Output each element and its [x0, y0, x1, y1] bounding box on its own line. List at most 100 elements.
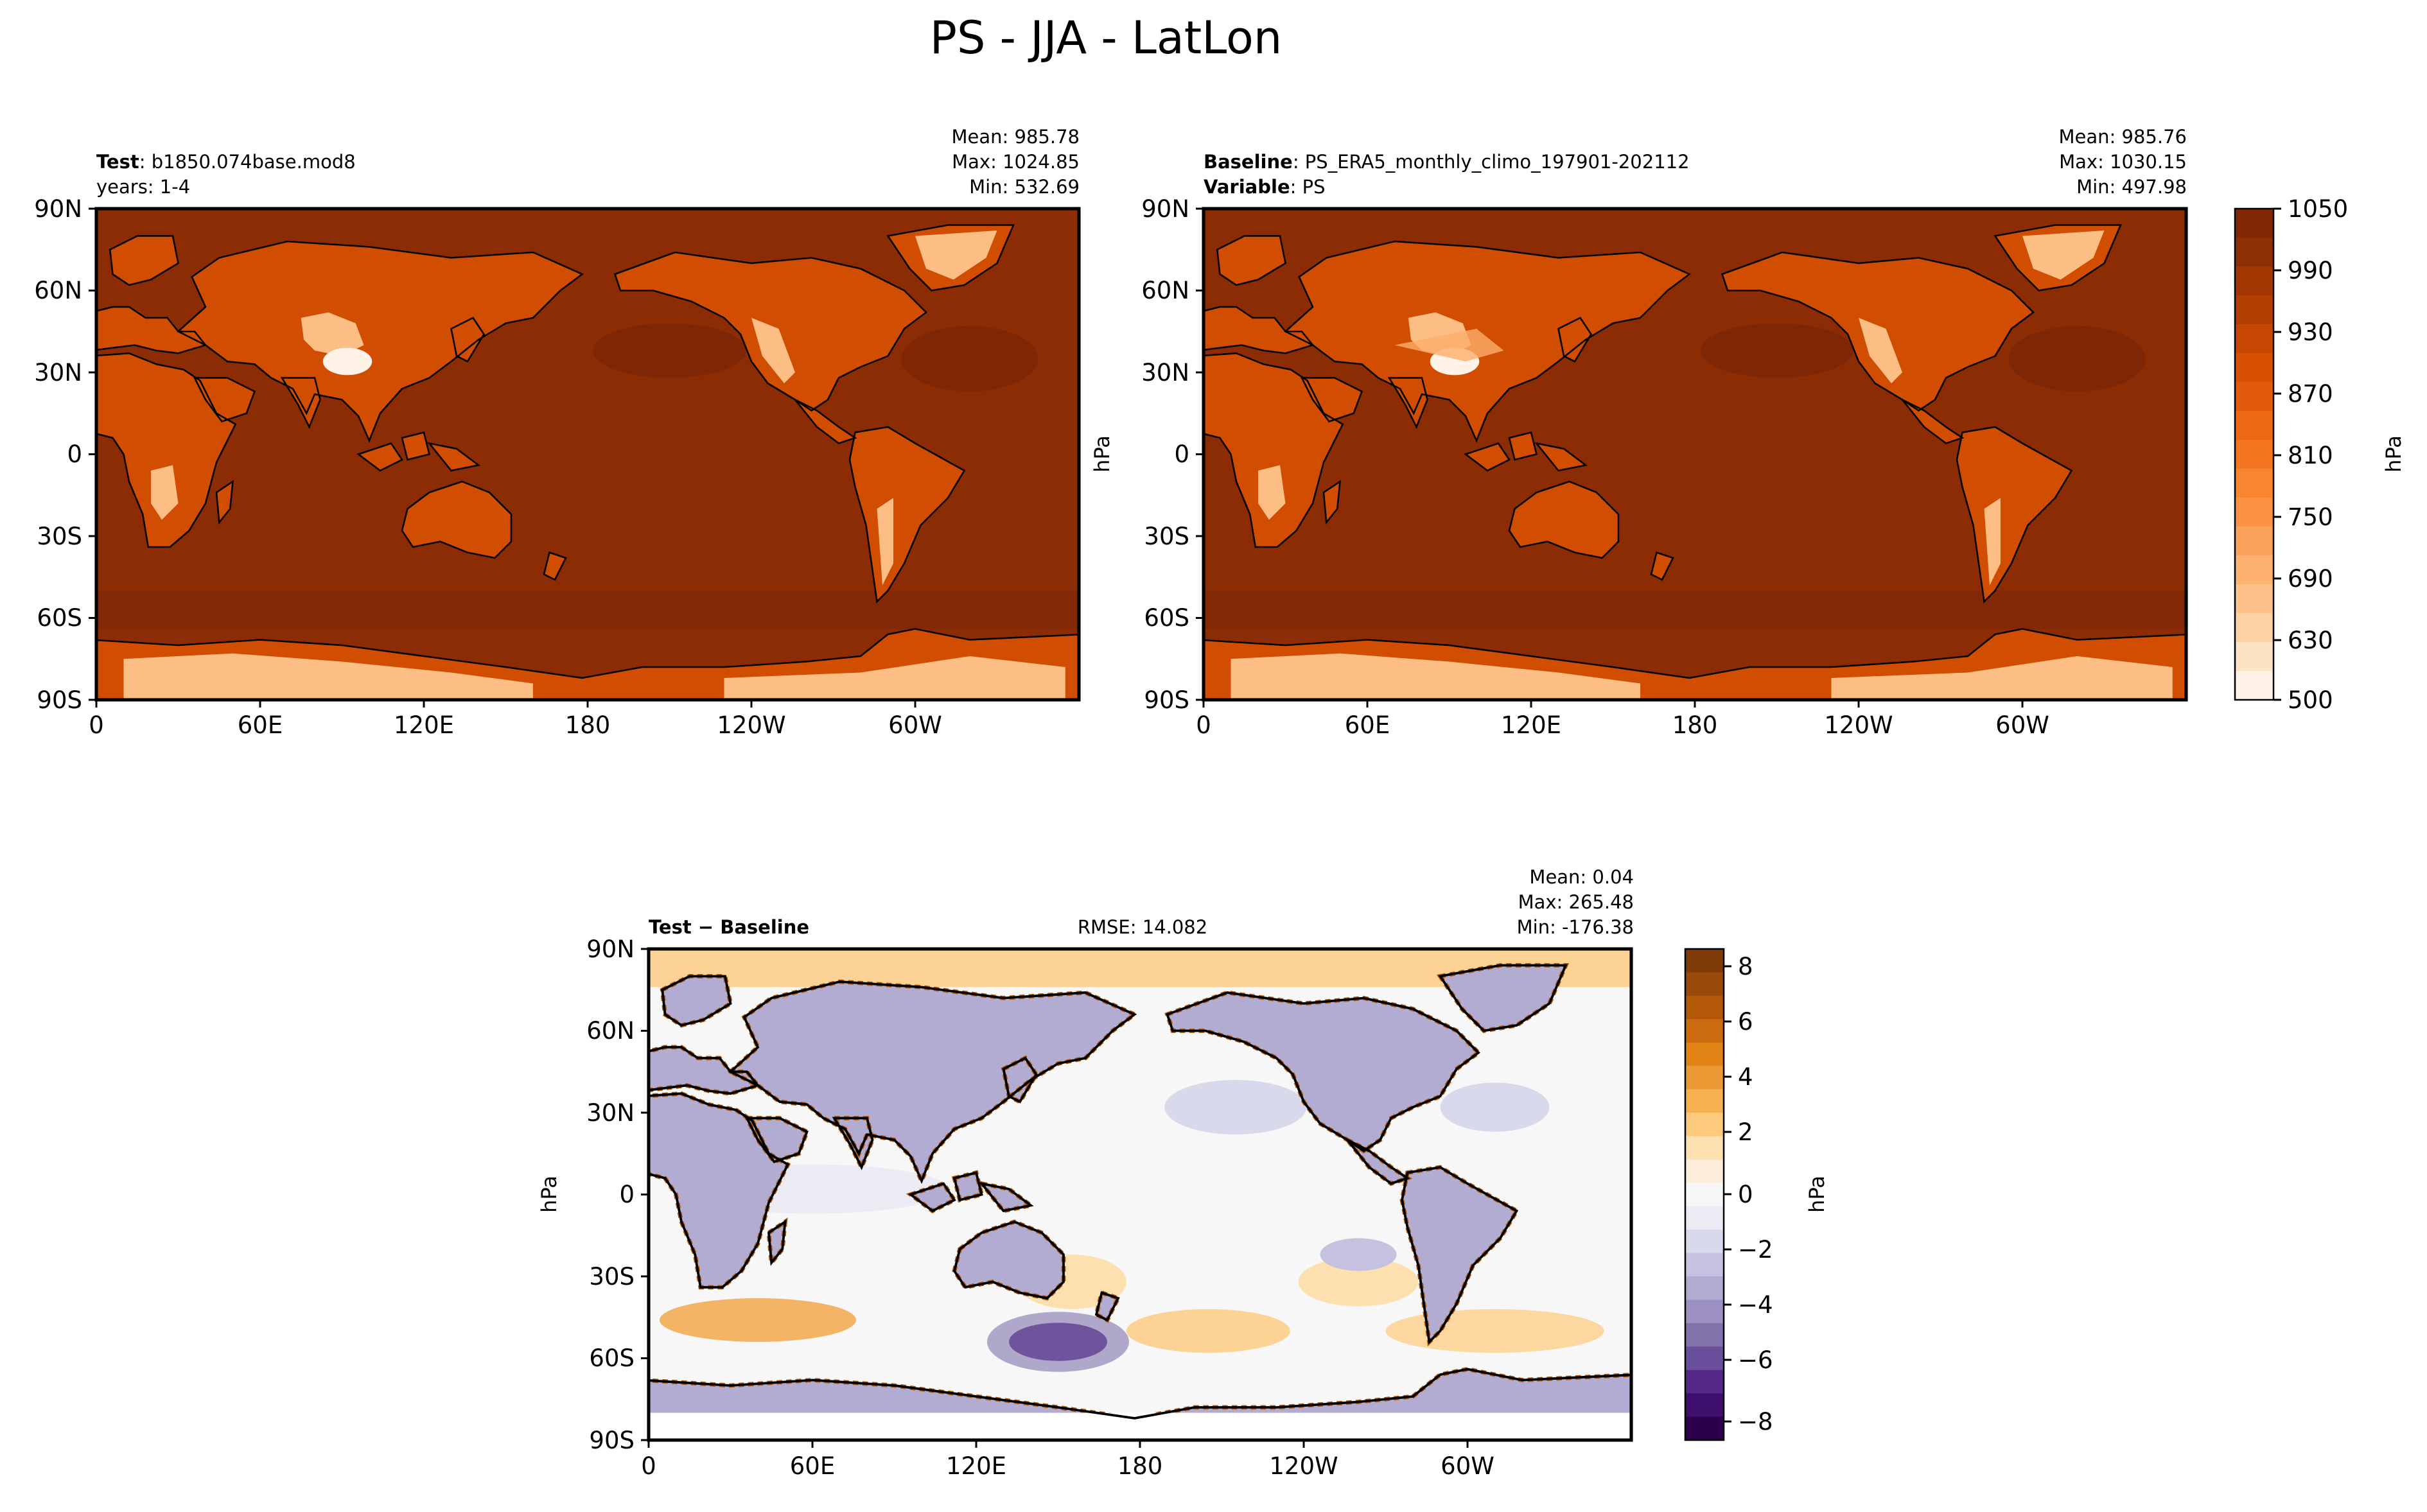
diff-xtick: 120E [946, 1452, 1006, 1480]
diff-xtick: 0 [641, 1452, 656, 1480]
colorbar-ps-swatch [2235, 555, 2274, 585]
colorbar-ps-swatch [2235, 526, 2274, 556]
colorbar-ps-tick: 870 [2288, 380, 2333, 408]
baseline-xtick: 60W [1995, 711, 2049, 739]
colorbar-diff-swatch [1685, 1369, 1724, 1394]
colorbar-ps-swatch [2235, 469, 2274, 498]
colorbar-diff-swatch [1685, 1019, 1724, 1043]
variable-label-rest: : PS [1290, 176, 1326, 198]
colorbar-ps-swatch [2235, 209, 2274, 238]
colorbar-diff-swatch [1685, 1089, 1724, 1113]
test-stat-min: Min: 532.69 [969, 176, 1080, 198]
panel-test: Test: b1850.074base.mod8 years: 1-4 Mean… [34, 126, 1081, 739]
test-xtick: 180 [565, 711, 611, 739]
test-ytick: 30S [37, 523, 82, 550]
colorbar-diff-swatch [1685, 1393, 1724, 1418]
variable-label-bold: Variable [1204, 176, 1290, 198]
test-xtick: 60E [238, 711, 283, 739]
colorbar-ps-tick: 750 [2288, 503, 2333, 531]
colorbar-ps-swatch [2235, 353, 2274, 383]
colorbar-ps-swatch [2235, 411, 2274, 440]
baseline-xtick: 180 [1672, 711, 1718, 739]
colorbar-ps-swatches [2235, 209, 2274, 700]
colorbar-diff-swatch [1685, 1042, 1724, 1066]
diff-map [647, 947, 1633, 1442]
colorbar-ps-swatch [2235, 324, 2274, 354]
diff-stat-min: Min: -176.38 [1517, 916, 1634, 938]
colorbar-ps-label: hPa [2381, 435, 2406, 473]
baseline-ytick: 30N [1141, 359, 1189, 387]
test-axis-x: 0 60E 120E 180 120W 60W [89, 700, 942, 739]
baseline-label-bold: Baseline [1204, 151, 1293, 173]
baseline-xtick: 60E [1345, 711, 1390, 739]
test-xtick: 120W [717, 711, 785, 739]
test-stat-mean: Mean: 985.78 [952, 126, 1080, 148]
colorbar-diff-tick: 6 [1738, 1008, 1753, 1036]
colorbar-diff-swatch [1685, 995, 1724, 1020]
baseline-xtick: 120W [1824, 711, 1893, 739]
colorbar-diff-swatch [1685, 972, 1724, 996]
test-map [94, 207, 1081, 702]
colorbar-diff-swatch [1685, 1416, 1724, 1441]
rmse-label: RMSE: 14.082 [1078, 916, 1207, 938]
baseline-ytick: 60N [1141, 277, 1189, 304]
colorbar-diff-swatch [1685, 1253, 1724, 1277]
colorbar-diff-tick: −4 [1738, 1291, 1773, 1319]
svg-text:Variable: PS: Variable: PS [1204, 176, 1326, 198]
panel-baseline: Baseline: PS_ERA5_monthly_climo_197901-2… [1090, 126, 2188, 739]
panel-diff: Test − Baseline RMSE: 14.082 Mean: 0.04 … [537, 866, 1634, 1480]
panel-diff-labels: Test − Baseline RMSE: 14.082 Mean: 0.04 … [537, 866, 1634, 1213]
baseline-stat-max: Max: 1030.15 [2059, 151, 2187, 173]
colorbar-diff-swatch [1685, 1136, 1724, 1160]
colorbar-diff-swatch [1685, 1159, 1724, 1183]
test-stat-max: Max: 1024.85 [952, 151, 1080, 173]
baseline-ytick: 0 [1174, 440, 1189, 468]
baseline-stat-min: Min: 497.98 [2076, 176, 2187, 198]
test-xtick: 0 [89, 711, 104, 739]
colorbar-ps-swatch [2235, 584, 2274, 614]
colorbar-diff-swatch [1685, 1206, 1724, 1230]
baseline-axis-y: 90N 60N 30N 0 30S 60S 90S [1141, 195, 1204, 714]
baseline-map [1202, 207, 2188, 702]
colorbar-diff-tick: 2 [1738, 1118, 1753, 1146]
diff-ytick: 60N [586, 1017, 635, 1045]
diff-stat-mean: Mean: 0.04 [1529, 866, 1634, 888]
baseline-axis-x: 0 60E 120E 180 120W 60W [1196, 700, 2049, 739]
test-ytick: 60N [34, 277, 82, 304]
colorbar-ps-tick: 630 [2288, 627, 2333, 654]
colorbar-ps-tick: 990 [2288, 257, 2333, 284]
baseline-xtick: 120E [1501, 711, 1561, 739]
colorbar-ps-swatch [2235, 671, 2274, 700]
test-ytick: 90N [34, 195, 82, 223]
colorbar-ps-tick: 500 [2288, 686, 2333, 714]
test-ytick: 60S [37, 604, 82, 632]
test-ytick: 30N [34, 359, 82, 387]
diff-stat-max: Max: 265.48 [1518, 891, 1634, 913]
test-label-bold: Test [96, 151, 139, 173]
colorbar-diff-tick: 0 [1738, 1181, 1753, 1208]
diff-xtick: 60W [1441, 1452, 1494, 1480]
svg-text:Test: b1850.074base.mod8: Test: b1850.074base.mod8 [96, 151, 356, 173]
colorbar-diff-swatches [1685, 949, 1724, 1441]
colorbar-diff-swatch [1685, 1276, 1724, 1300]
colorbar-diff-swatch [1685, 1066, 1724, 1090]
colorbar-ps-tick: 690 [2288, 565, 2333, 593]
diff-xtick: 60E [790, 1452, 835, 1480]
baseline-ytick: 60S [1144, 604, 1189, 632]
test-xtick: 60W [888, 711, 942, 739]
colorbar-diff-label: hPa [1805, 1176, 1829, 1213]
diff-ytick: 0 [619, 1181, 635, 1208]
colorbar-diff: 8 6 4 2 0 −2 −4 −6 −8 hPa [1684, 948, 1829, 1441]
baseline-stat-mean: Mean: 985.76 [2059, 126, 2187, 148]
diff-axis-x: 0 60E 120E 180 120W 60W [641, 1440, 1494, 1480]
colorbar-ps: 1050 990 930 870 810 750 690 630 500 hPa [2234, 195, 2406, 714]
diff-label: Test − Baseline [649, 916, 809, 938]
colorbar-ps-swatch [2235, 382, 2274, 412]
test-ytick: 90S [37, 686, 82, 714]
colorbar-diff-swatch [1685, 1323, 1724, 1347]
svg-text:Baseline: PS_ERA5_monthly_clim: Baseline: PS_ERA5_monthly_climo_197901-2… [1204, 151, 1690, 173]
colorbar-diff-tick: 4 [1738, 1063, 1753, 1091]
colorbar-ps-swatch [2235, 266, 2274, 296]
baseline-xtick: 0 [1196, 711, 1211, 739]
